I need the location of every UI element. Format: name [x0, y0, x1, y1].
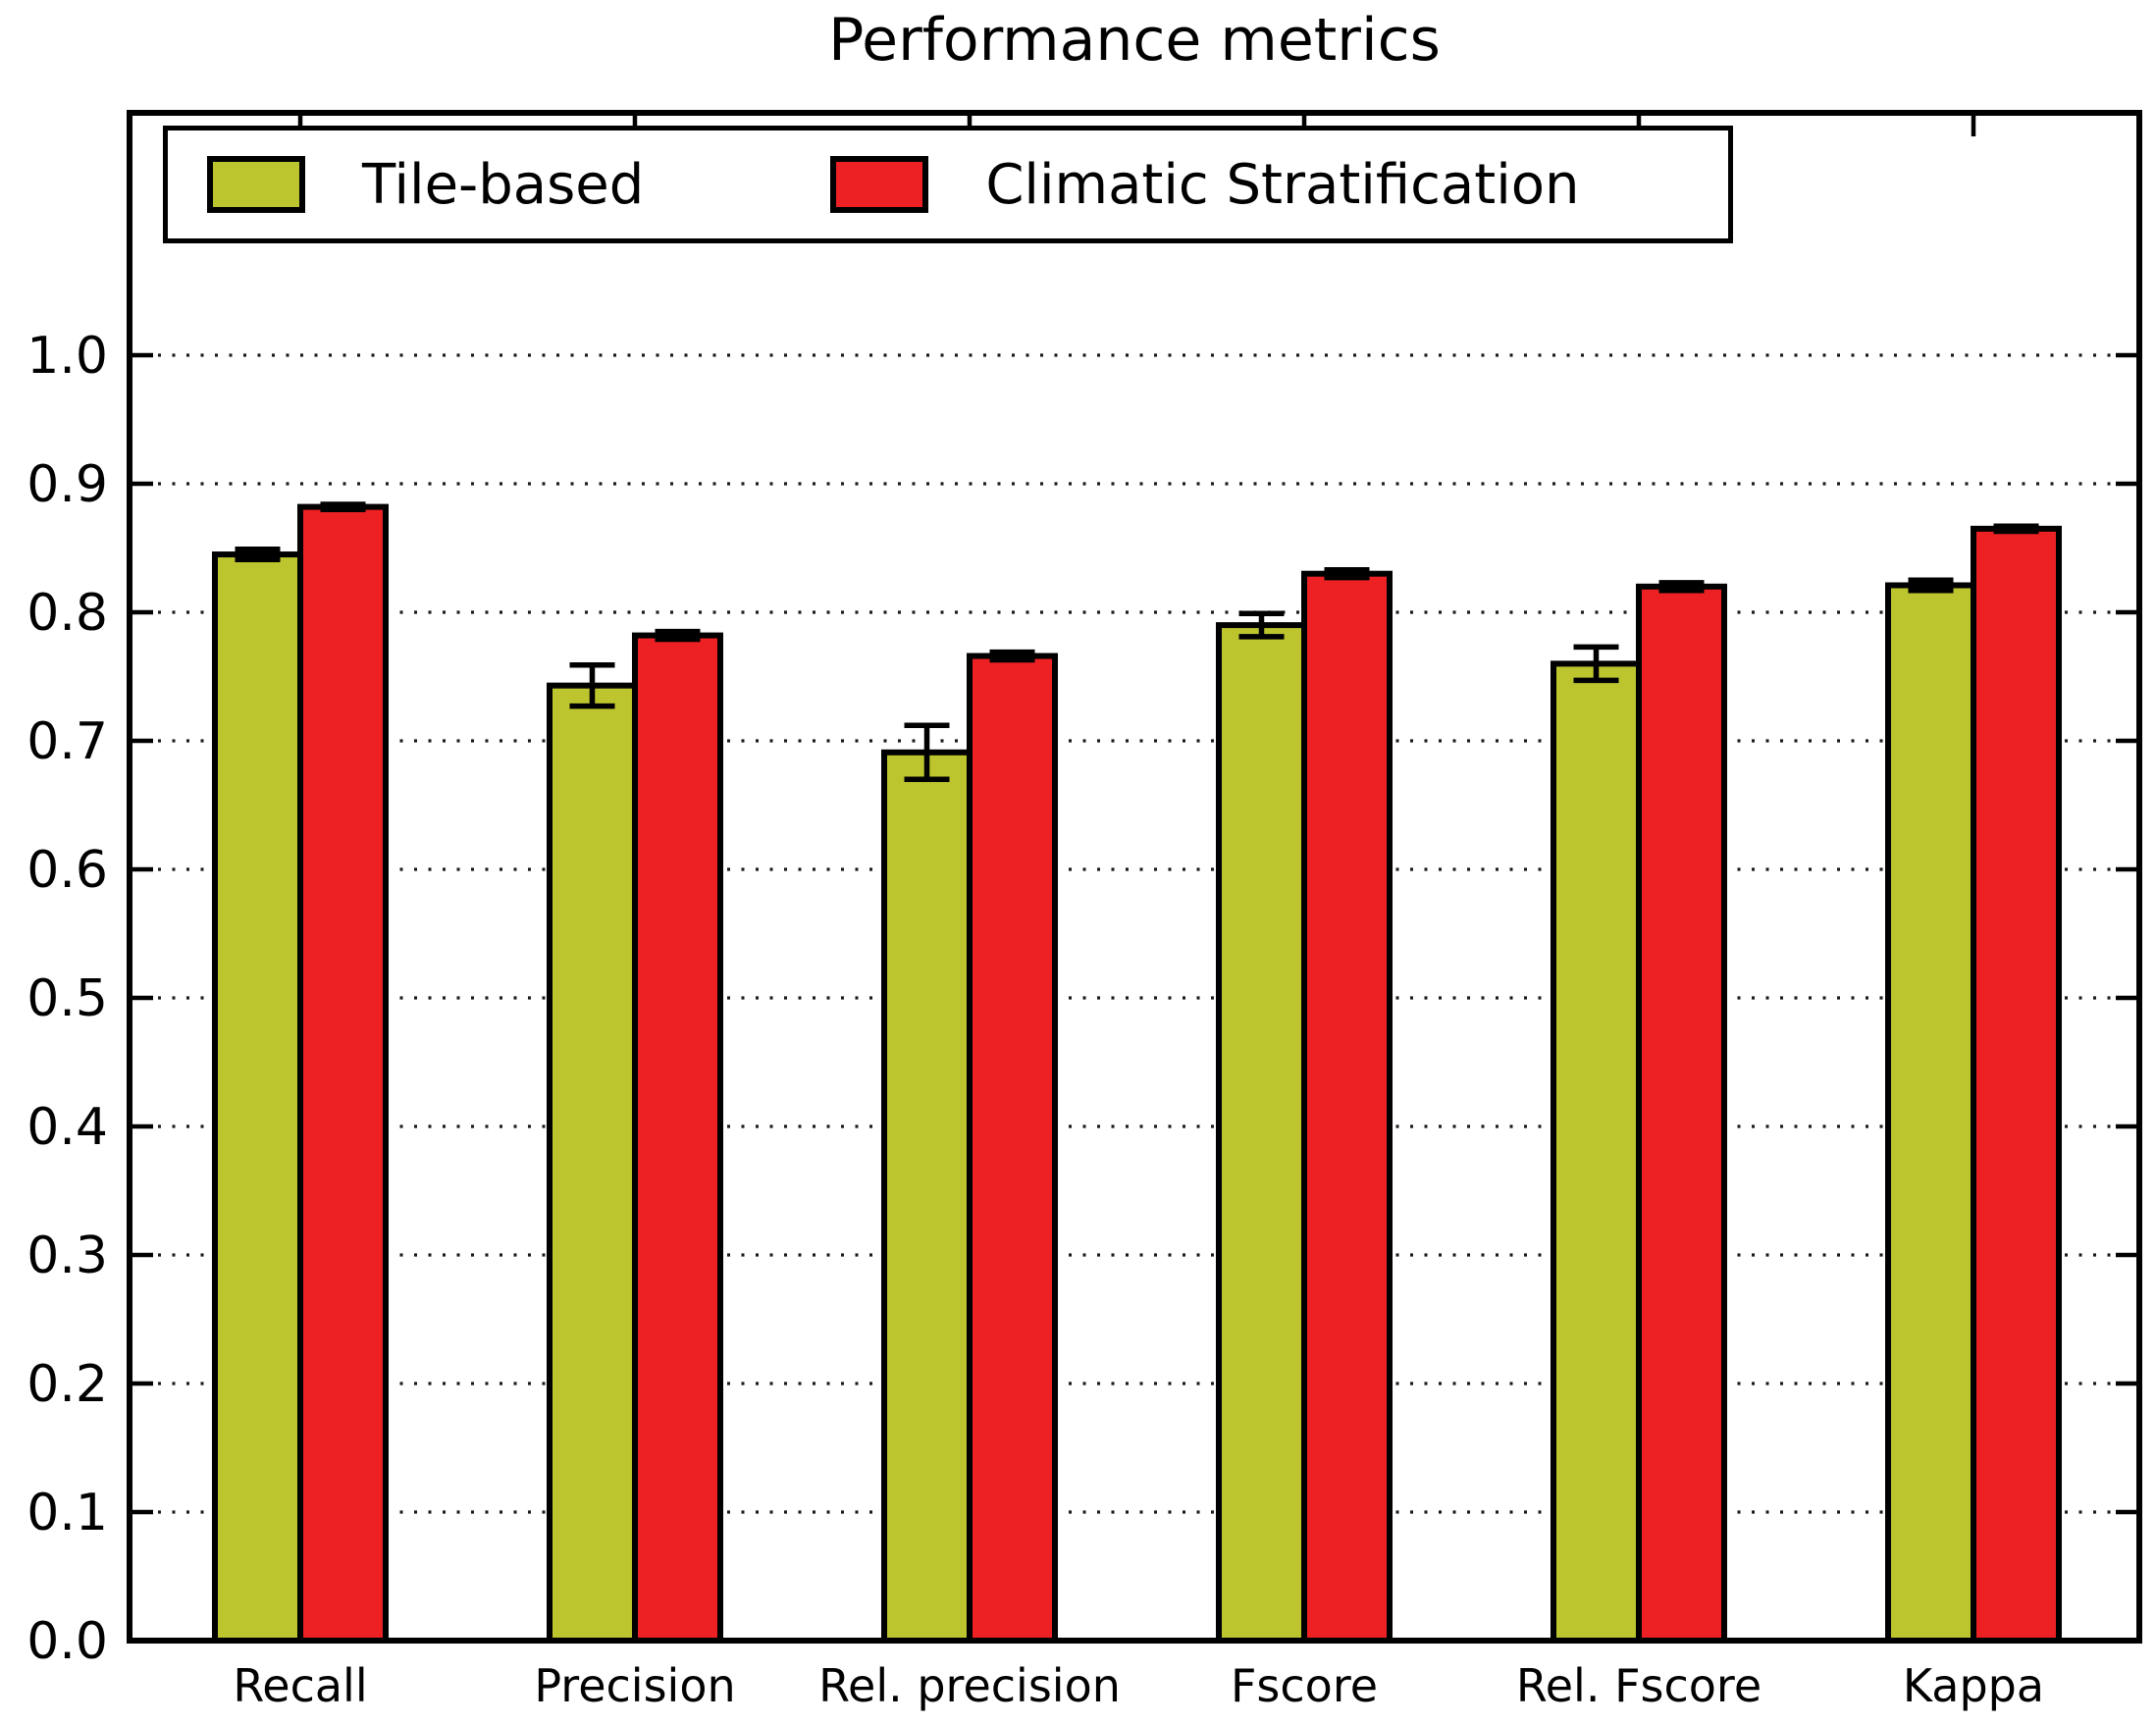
tile-based-swatch-icon — [207, 156, 305, 213]
climatic-stratification-swatch-icon — [830, 156, 929, 213]
x-tick-label: Rel. precision — [818, 1659, 1121, 1712]
y-tick-label: 0.1 — [26, 1484, 108, 1542]
x-tick-label: Rel. Fscore — [1516, 1659, 1762, 1712]
bar-climatic-stratification-rel-fscore — [1636, 583, 1727, 1644]
x-tick-label: Recall — [233, 1659, 367, 1712]
plot-border — [127, 110, 2142, 1644]
bar-tile-based-fscore — [1216, 622, 1307, 1644]
x-tick-label: Precision — [534, 1659, 735, 1712]
y-tick-label: 0.3 — [26, 1227, 108, 1285]
y-tick-label: 0.0 — [26, 1612, 108, 1671]
y-tick-label: 0.7 — [26, 712, 108, 771]
y-tick-label: 0.5 — [26, 969, 108, 1028]
x-tick-label: Fscore — [1231, 1659, 1378, 1712]
bar-tile-based-rel-precision — [881, 749, 973, 1644]
y-tick-label: 0.2 — [26, 1355, 108, 1414]
legend-item-tile-based: Tile-based — [207, 153, 644, 217]
bar-climatic-stratification-rel-precision — [967, 653, 1058, 1644]
bar-tile-based-precision — [547, 682, 638, 1644]
bar-tile-based-recall — [212, 551, 303, 1644]
legend: Tile-based Climatic Stratification — [163, 126, 1733, 243]
y-tick-label: 0.4 — [26, 1098, 108, 1157]
legend-label-tile-based: Tile-based — [362, 152, 645, 217]
x-tick-label: Kappa — [1903, 1659, 2044, 1712]
chart-title: Performance metrics — [828, 6, 1441, 75]
y-tick-label: 0.6 — [26, 841, 108, 900]
y-tick-label: 1.0 — [26, 327, 108, 386]
legend-item-climatic-stratification: Climatic Stratification — [830, 152, 1580, 217]
y-tick-label: 0.9 — [26, 455, 108, 514]
bar-climatic-stratification-precision — [632, 632, 723, 1645]
bar-climatic-stratification-fscore — [1301, 570, 1393, 1645]
y-tick-label: 0.8 — [26, 584, 108, 643]
bar-tile-based-kappa — [1885, 582, 1976, 1644]
bar-tile-based-rel-fscore — [1551, 660, 1642, 1644]
bar-climatic-stratification-recall — [297, 503, 389, 1645]
bar-climatic-stratification-kappa — [1971, 525, 2062, 1644]
legend-label-climatic-stratification: Climatic Stratification — [985, 152, 1580, 217]
